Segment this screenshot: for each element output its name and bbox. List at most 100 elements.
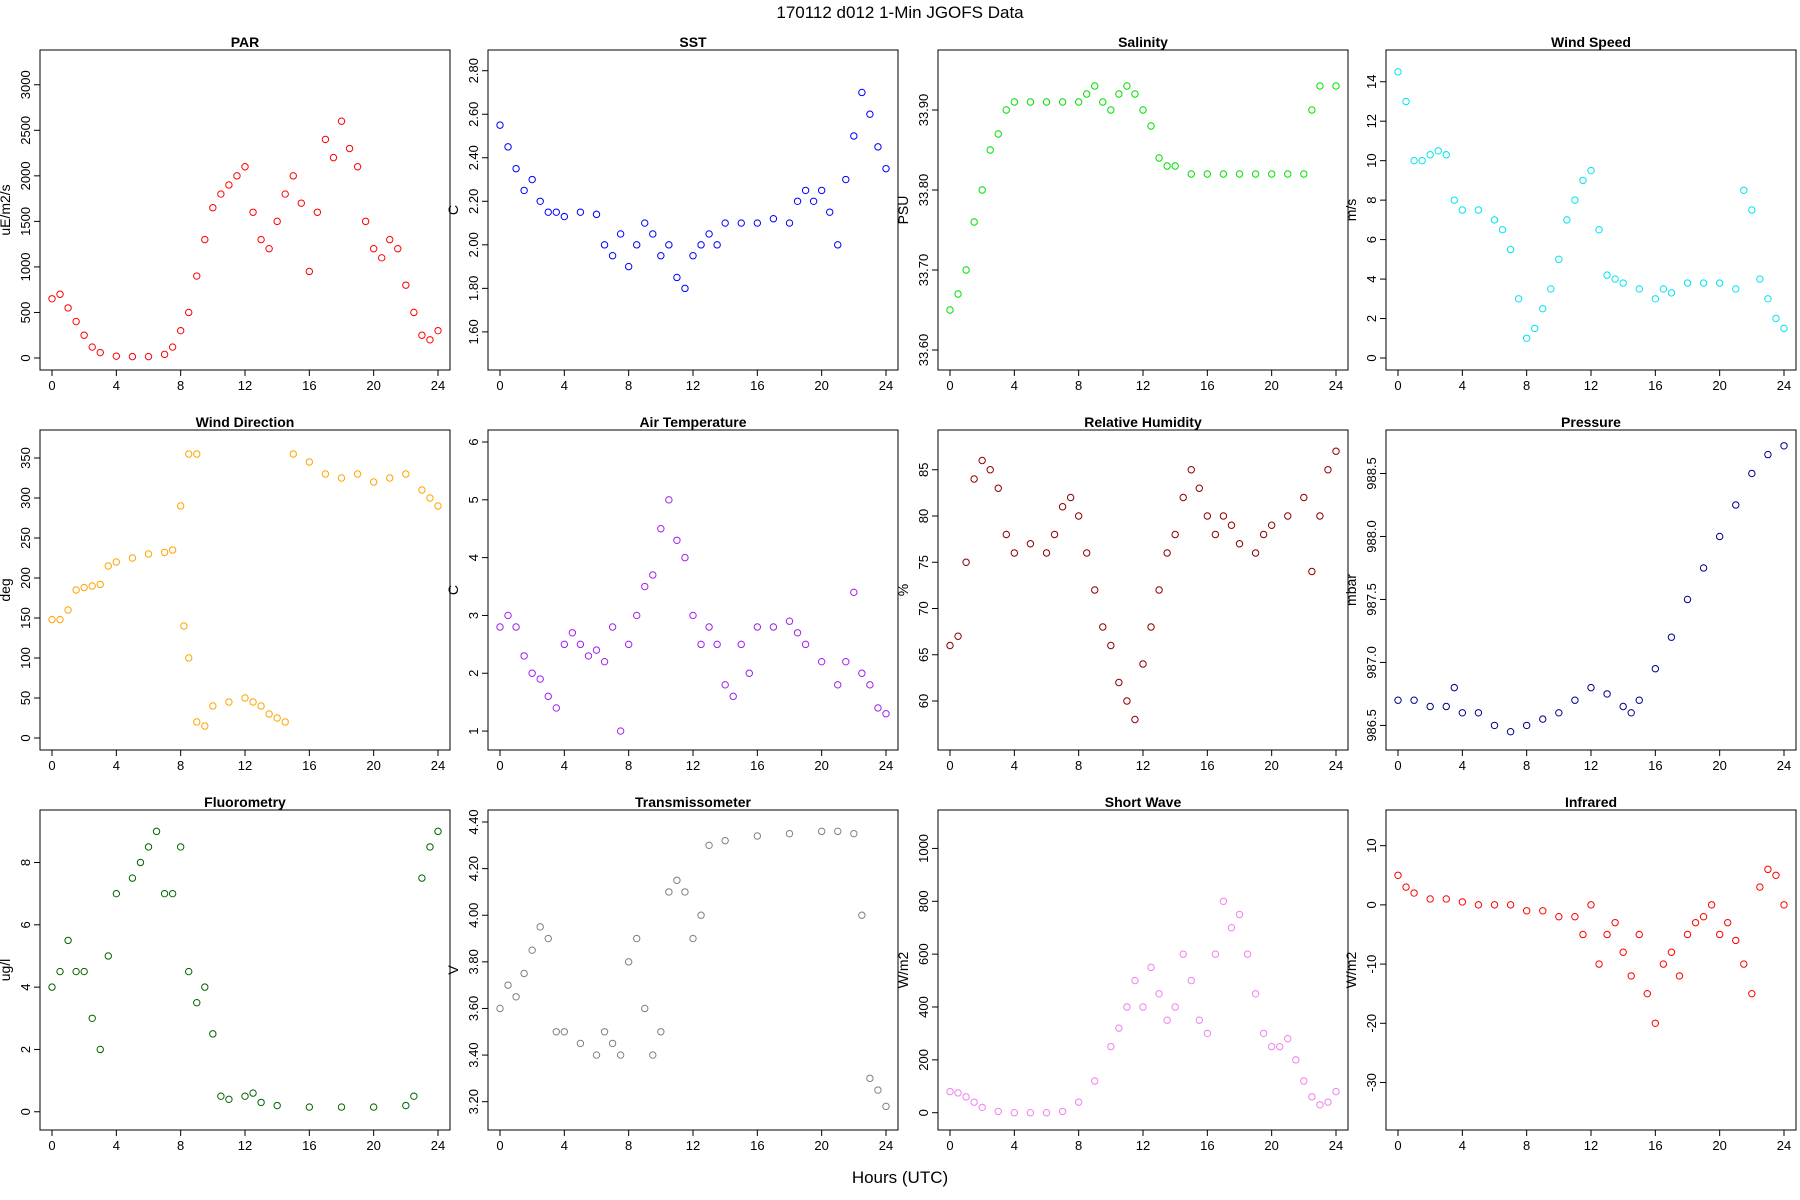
data-point (1522, 907, 1531, 915)
data-point (1603, 930, 1611, 939)
x-tick-label: 0 (1394, 1138, 1401, 1153)
plot-frame (487, 429, 899, 751)
data-point (657, 1028, 665, 1036)
data-point (1227, 521, 1236, 529)
plot-frame (1385, 809, 1797, 1131)
data-point (80, 331, 88, 339)
y-tick-label: 2.40 (466, 145, 481, 170)
data-point (649, 230, 657, 238)
data-point (1316, 512, 1324, 520)
data-point (112, 352, 121, 360)
data-point (834, 241, 842, 249)
data-point (193, 272, 201, 280)
data-point (1123, 82, 1131, 90)
data-point (1579, 176, 1587, 185)
data-point (1402, 883, 1410, 891)
data-point (1042, 98, 1051, 106)
x-tick-label: 8 (177, 758, 184, 773)
data-point (313, 208, 322, 216)
data-point (657, 525, 665, 533)
data-point (689, 934, 697, 943)
data-point (1203, 170, 1212, 178)
x-tick-label: 8 (1075, 378, 1082, 393)
x-tick-label: 20 (1264, 1138, 1278, 1153)
data-point (970, 475, 978, 483)
data-point (1474, 901, 1483, 909)
data-point (1474, 206, 1483, 214)
y-axis-label: deg (0, 578, 13, 601)
y-tick-label: -30 (1364, 1073, 1379, 1092)
data-point (1147, 623, 1155, 631)
data-point (1010, 1109, 1019, 1117)
data-point (633, 611, 641, 620)
data-point (1458, 709, 1467, 717)
y-tick-label: 350 (18, 447, 33, 469)
x-tick-label: 16 (750, 1138, 764, 1153)
data-point (560, 1028, 569, 1036)
data-point (1780, 324, 1788, 333)
data-point (1651, 665, 1660, 673)
data-point (552, 704, 560, 712)
data-point (265, 710, 273, 718)
data-point (1442, 702, 1450, 711)
data-point (56, 967, 64, 976)
data-point (496, 623, 504, 631)
data-point (1418, 156, 1426, 165)
data-point (136, 858, 145, 867)
data-point (713, 241, 721, 249)
data-point (624, 262, 633, 271)
data-point (801, 640, 810, 649)
y-tick-label: 0 (18, 1108, 33, 1115)
data-point (1539, 715, 1547, 723)
data-point (1284, 1035, 1292, 1043)
data-point (1107, 641, 1115, 650)
data-point (176, 843, 185, 851)
data-point (1163, 1016, 1171, 1024)
panel-infrared: Infrared 0 4 8 12 16 20 24 -30 -20 -10 0 10 W/m2 (1343, 794, 1797, 1153)
y-tick-label: 10 (1364, 838, 1379, 852)
data-point (1571, 913, 1579, 921)
data-point (1276, 1042, 1284, 1051)
panel-title: Infrared (1565, 794, 1617, 810)
panel-title: Salinity (1118, 34, 1168, 50)
x-tick-label: 24 (1777, 1138, 1791, 1153)
data-point (369, 245, 378, 253)
figure-title: 170112 d012 1-Min JGOFS Data (776, 3, 1024, 22)
data-point (1026, 98, 1035, 106)
x-tick-label: 24 (431, 378, 445, 393)
y-axis-label: mbar (1343, 574, 1359, 606)
data-point (96, 348, 104, 357)
data-point (994, 484, 1002, 492)
data-point (72, 967, 80, 976)
x-tick-label: 4 (561, 1138, 568, 1153)
data-point (978, 186, 986, 194)
data-point (512, 993, 520, 1001)
data-point (128, 874, 137, 882)
data-point (769, 623, 778, 631)
data-point (104, 562, 112, 570)
points-infrared (1394, 865, 1788, 1027)
y-axis-label: V (445, 965, 461, 975)
points-short-wave (946, 897, 1340, 1117)
data-point (1155, 990, 1163, 998)
data-point (962, 558, 970, 566)
data-point (834, 681, 842, 689)
data-point (705, 230, 713, 238)
data-point (321, 135, 330, 144)
data-point (289, 172, 297, 180)
panel-title: PAR (231, 34, 260, 50)
data-point (624, 640, 633, 649)
data-point (842, 657, 850, 666)
data-point (1235, 170, 1244, 178)
data-point (1410, 889, 1418, 897)
data-point (249, 208, 257, 216)
data-point (817, 657, 826, 666)
data-point (689, 611, 697, 620)
x-tick-label: 12 (1584, 758, 1598, 773)
data-point (1284, 512, 1292, 520)
data-point (1611, 918, 1619, 927)
data-point (793, 629, 802, 637)
data-point (826, 208, 834, 216)
x-tick-label: 0 (496, 378, 503, 393)
data-point (1332, 82, 1340, 90)
